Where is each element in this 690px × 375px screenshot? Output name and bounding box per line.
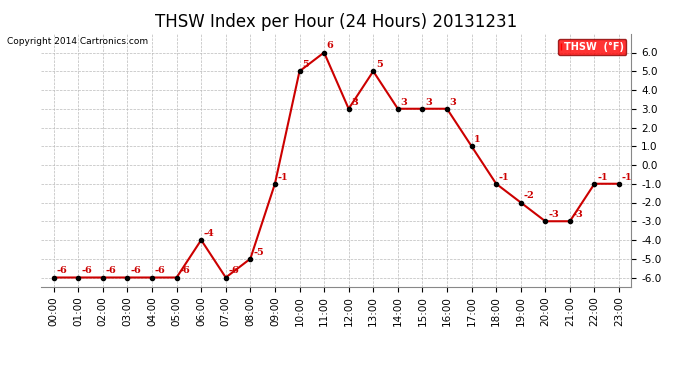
Text: 5: 5 [302,60,309,69]
Text: -6: -6 [155,266,166,275]
Text: -1: -1 [598,172,608,182]
Text: Copyright 2014 Cartronics.com: Copyright 2014 Cartronics.com [7,38,148,46]
Text: -3: -3 [548,210,559,219]
Legend: THSW  (°F): THSW (°F) [558,39,627,54]
Text: -1: -1 [622,172,633,182]
Text: -1: -1 [499,172,509,182]
Text: -5: -5 [253,248,264,256]
Text: -6: -6 [179,266,190,275]
Text: -6: -6 [130,266,141,275]
Text: -6: -6 [57,266,67,275]
Text: -6: -6 [81,266,92,275]
Text: -6: -6 [106,266,117,275]
Text: -3: -3 [573,210,584,219]
Text: 3: 3 [450,98,457,106]
Title: THSW Index per Hour (24 Hours) 20131231: THSW Index per Hour (24 Hours) 20131231 [155,13,518,31]
Text: -6: -6 [228,266,239,275]
Text: 1: 1 [474,135,481,144]
Text: 3: 3 [351,98,358,106]
Text: -4: -4 [204,229,215,238]
Text: 3: 3 [401,98,407,106]
Text: 3: 3 [425,98,432,106]
Text: -1: -1 [277,172,288,182]
Text: 5: 5 [376,60,383,69]
Text: -2: -2 [524,191,534,200]
Text: 6: 6 [327,41,333,50]
